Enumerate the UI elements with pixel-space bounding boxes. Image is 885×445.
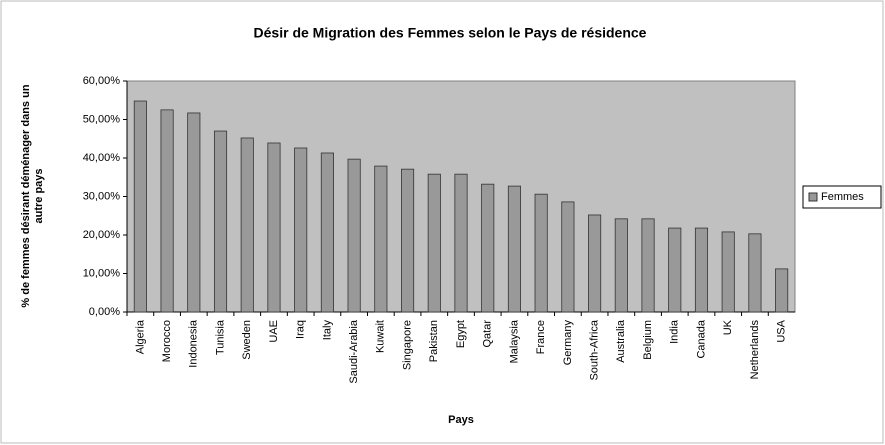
bar bbox=[294, 147, 308, 313]
x-tick-label: Australia bbox=[615, 319, 627, 363]
x-tick-label: Canada bbox=[695, 319, 707, 358]
bar bbox=[561, 201, 575, 313]
x-tick-label: Pakistan bbox=[428, 320, 440, 362]
bar bbox=[748, 233, 762, 313]
x-tick-label: France bbox=[535, 320, 547, 354]
y-tick-label: 40,00% bbox=[83, 152, 121, 164]
bar bbox=[694, 227, 709, 313]
x-tick-label: Qatar bbox=[482, 320, 494, 348]
x-tick-label: USA bbox=[776, 319, 788, 342]
y-tick-label: 50,00% bbox=[83, 113, 121, 125]
bar bbox=[160, 109, 174, 313]
bar bbox=[374, 165, 388, 313]
bar bbox=[320, 152, 334, 313]
bar bbox=[721, 231, 735, 313]
x-tick-label: India bbox=[669, 319, 681, 344]
bar bbox=[775, 268, 789, 313]
x-tick-label: Kuwait bbox=[375, 320, 387, 353]
bar bbox=[427, 173, 441, 313]
bar bbox=[267, 142, 281, 313]
y-axis-label: % de femmes désirant déménager dans un a… bbox=[20, 84, 45, 308]
y-tick-label: 0,00% bbox=[89, 306, 120, 318]
legend-frame bbox=[802, 185, 882, 209]
bar bbox=[507, 185, 521, 313]
y-tick-label: 30,00% bbox=[83, 190, 121, 202]
x-tick-label: Germany bbox=[562, 320, 574, 366]
y-tick-label: 20,00% bbox=[83, 229, 121, 241]
x-tick-label: UK bbox=[722, 319, 734, 335]
chart-title: Désir de Migration des Femmes selon le P… bbox=[254, 25, 647, 41]
x-tick-label: Italy bbox=[321, 320, 333, 341]
bar bbox=[454, 173, 468, 313]
bar bbox=[240, 137, 254, 313]
bar bbox=[481, 183, 495, 313]
legend-swatch bbox=[808, 192, 818, 202]
bar bbox=[641, 218, 655, 313]
x-tick-label: Indonesia bbox=[188, 319, 200, 368]
y-tick-label: 60,00% bbox=[83, 75, 121, 87]
bar bbox=[187, 112, 201, 313]
x-tick-label: Malaysia bbox=[508, 319, 520, 363]
x-axis-label: Pays bbox=[448, 414, 474, 426]
y-tick-label: 10,00% bbox=[83, 267, 121, 279]
x-tick-label: Morocco bbox=[161, 320, 173, 362]
bar bbox=[588, 214, 602, 313]
bar bbox=[668, 227, 682, 313]
x-tick-label: South-Africa bbox=[589, 319, 601, 380]
x-tick-label: Algeria bbox=[134, 319, 146, 354]
x-tick-label: Belgium bbox=[642, 320, 654, 360]
x-tick-label: Sweden bbox=[241, 320, 253, 360]
x-tick-label: Egypt bbox=[455, 320, 467, 348]
x-tick-label: Netherlands bbox=[749, 320, 761, 380]
bar bbox=[133, 100, 147, 313]
legend-label: Femmes bbox=[821, 191, 864, 203]
bar bbox=[213, 130, 228, 313]
x-tick-label: UAE bbox=[268, 320, 280, 343]
bar bbox=[534, 193, 548, 313]
x-tick-label: Tunisia bbox=[214, 319, 226, 355]
bar bbox=[347, 158, 361, 313]
x-tick-label: Iraq bbox=[295, 320, 307, 339]
bar bbox=[614, 218, 628, 313]
x-tick-label: Singapore bbox=[401, 320, 413, 370]
x-tick-label: Saudi-Arabia bbox=[348, 319, 360, 383]
bar bbox=[401, 168, 415, 313]
